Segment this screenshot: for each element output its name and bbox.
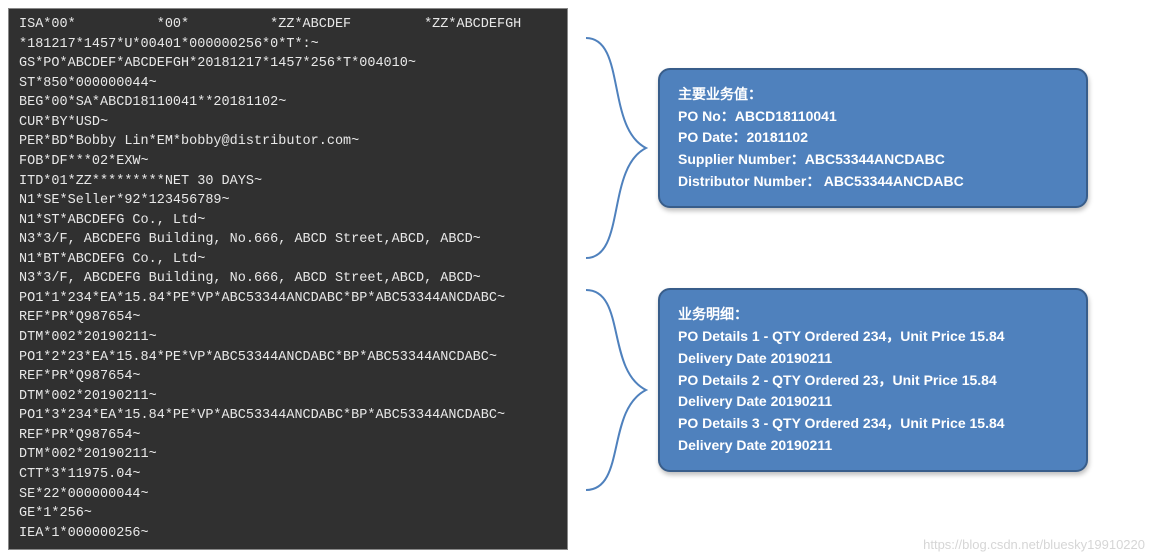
callout2-line: Delivery Date 20190211 [678, 348, 1068, 370]
callout1-line: Distributor Number： ABC53344ANCDABC [678, 171, 1068, 193]
callout2-line: PO Details 3 - QTY Ordered 234，Unit Pric… [678, 413, 1068, 435]
callout1-title: 主要业务值： [678, 84, 1068, 106]
callout2-line: Delivery Date 20190211 [678, 435, 1068, 457]
callout-column: 主要业务值： PO No：ABCD18110041 PO Date：201811… [658, 8, 1155, 472]
callout-main-values: 主要业务值： PO No：ABCD18110041 PO Date：201811… [658, 68, 1088, 208]
callout1-line: PO No：ABCD18110041 [678, 106, 1068, 128]
brace-top [576, 28, 656, 268]
brace-bottom [576, 280, 656, 500]
callout1-line: Supplier Number：ABC53344ANCDABC [678, 149, 1068, 171]
callout2-line: Delivery Date 20190211 [678, 391, 1068, 413]
callout-details: 业务明细： PO Details 1 - QTY Ordered 234，Uni… [658, 288, 1088, 472]
callout2-line: PO Details 2 - QTY Ordered 23，Unit Price… [678, 370, 1068, 392]
callout1-line: PO Date：20181102 [678, 127, 1068, 149]
diagram-root: ISA*00* *00* *ZZ*ABCDEF *ZZ*ABCDEFGH *18… [8, 8, 1155, 550]
edi-terminal: ISA*00* *00* *ZZ*ABCDEF *ZZ*ABCDEFGH *18… [8, 8, 568, 550]
callout2-title: 业务明细： [678, 304, 1068, 326]
callout2-line: PO Details 1 - QTY Ordered 234，Unit Pric… [678, 326, 1068, 348]
watermark-text: https://blog.csdn.net/bluesky19910220 [923, 537, 1145, 552]
